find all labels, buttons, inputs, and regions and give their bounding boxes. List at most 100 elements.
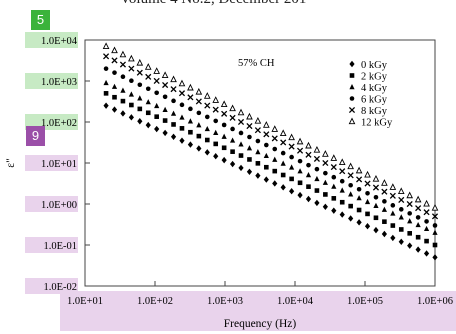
legend-label: 12 kGy bbox=[361, 118, 393, 129]
data-point bbox=[153, 67, 161, 74]
data-point bbox=[339, 187, 345, 193]
data-point bbox=[247, 157, 252, 162]
data-point bbox=[188, 129, 193, 135]
data-point bbox=[195, 98, 202, 105]
data-point bbox=[103, 79, 109, 86]
data-point bbox=[314, 199, 320, 207]
y-tick-label: 1.0E+04 bbox=[41, 36, 78, 47]
data-point bbox=[314, 166, 320, 172]
data-point bbox=[237, 108, 245, 116]
data-point bbox=[356, 207, 362, 213]
data-point bbox=[246, 112, 253, 120]
data-point bbox=[263, 131, 270, 138]
data-point bbox=[221, 133, 227, 139]
x-tick-label: 1.0E+02 bbox=[137, 296, 173, 307]
series-0-kgy bbox=[103, 102, 438, 261]
data-point bbox=[364, 223, 371, 230]
data-point bbox=[220, 100, 228, 108]
data-point bbox=[111, 46, 118, 54]
data-point bbox=[365, 190, 370, 196]
data-point bbox=[280, 139, 287, 146]
journal-header: Volume 4 No.2, December 201 bbox=[120, 0, 456, 8]
data-point bbox=[120, 98, 126, 104]
region-badge-green: 5 bbox=[31, 10, 50, 30]
data-point bbox=[289, 188, 295, 195]
data-point bbox=[372, 174, 380, 182]
chart-annotation: 57% CH bbox=[238, 58, 275, 69]
data-point bbox=[238, 153, 244, 158]
data-point bbox=[162, 81, 169, 89]
data-point bbox=[330, 154, 338, 161]
data-point bbox=[347, 172, 354, 179]
y-tick-label: 1.0E-02 bbox=[43, 282, 77, 293]
data-point bbox=[111, 83, 118, 89]
data-point bbox=[112, 94, 117, 100]
y-tick-highlight bbox=[25, 196, 78, 212]
data-point bbox=[415, 234, 421, 240]
data-point bbox=[154, 90, 159, 96]
data-point bbox=[254, 127, 261, 134]
legend-label: 8 kGy bbox=[361, 106, 388, 117]
data-point bbox=[111, 106, 118, 113]
data-point bbox=[280, 184, 286, 191]
data-point bbox=[331, 174, 337, 180]
data-point bbox=[120, 110, 126, 117]
series-12-kgy bbox=[102, 42, 439, 211]
data-point bbox=[187, 118, 194, 124]
data-point bbox=[221, 145, 227, 151]
data-point bbox=[196, 122, 202, 128]
data-point bbox=[365, 211, 370, 217]
data-point bbox=[381, 230, 387, 238]
data-point bbox=[364, 170, 371, 178]
data-point bbox=[272, 180, 278, 187]
data-point bbox=[296, 137, 304, 145]
data-point bbox=[229, 104, 236, 112]
series-8-kgy bbox=[103, 53, 439, 220]
data-point bbox=[254, 116, 262, 124]
data-point bbox=[398, 207, 404, 212]
data-point bbox=[279, 129, 287, 137]
data-point bbox=[364, 198, 371, 205]
y-tick-label: 1.0E+00 bbox=[41, 200, 77, 211]
data-point bbox=[203, 92, 211, 99]
x-tick-label: 1.0E+05 bbox=[347, 296, 383, 307]
data-point bbox=[144, 63, 152, 70]
data-point bbox=[364, 180, 371, 187]
data-point bbox=[289, 176, 294, 182]
data-point bbox=[238, 130, 244, 136]
data-point bbox=[423, 209, 430, 216]
y-tick-label: 1.0E+03 bbox=[41, 77, 77, 88]
data-point bbox=[212, 96, 220, 103]
data-point bbox=[331, 207, 337, 214]
data-point bbox=[348, 191, 354, 197]
data-point bbox=[204, 125, 210, 132]
data-point bbox=[129, 78, 134, 84]
data-point bbox=[137, 118, 143, 125]
data-point bbox=[398, 238, 404, 245]
data-point bbox=[305, 141, 312, 149]
data-point bbox=[178, 79, 186, 87]
data-point bbox=[213, 153, 219, 160]
data-point bbox=[297, 180, 303, 186]
data-point bbox=[119, 50, 127, 58]
data-point bbox=[356, 176, 363, 183]
data-point bbox=[171, 98, 176, 104]
data-point bbox=[196, 133, 202, 139]
data-point bbox=[271, 135, 278, 142]
legend-label: 6 kGy bbox=[361, 95, 388, 106]
data-point bbox=[229, 160, 236, 168]
data-point bbox=[263, 152, 269, 159]
data-point bbox=[339, 199, 345, 205]
data-point bbox=[289, 154, 294, 160]
data-point bbox=[162, 118, 168, 123]
data-point bbox=[255, 149, 261, 155]
data-point bbox=[238, 141, 244, 147]
data-point bbox=[145, 110, 151, 116]
data-point bbox=[229, 137, 236, 143]
y-axis-title: ε" bbox=[5, 158, 17, 168]
data-point bbox=[262, 121, 270, 128]
data-point bbox=[111, 57, 118, 64]
data-point bbox=[381, 188, 388, 195]
y-tick-highlight bbox=[25, 155, 78, 171]
data-point bbox=[306, 184, 311, 189]
